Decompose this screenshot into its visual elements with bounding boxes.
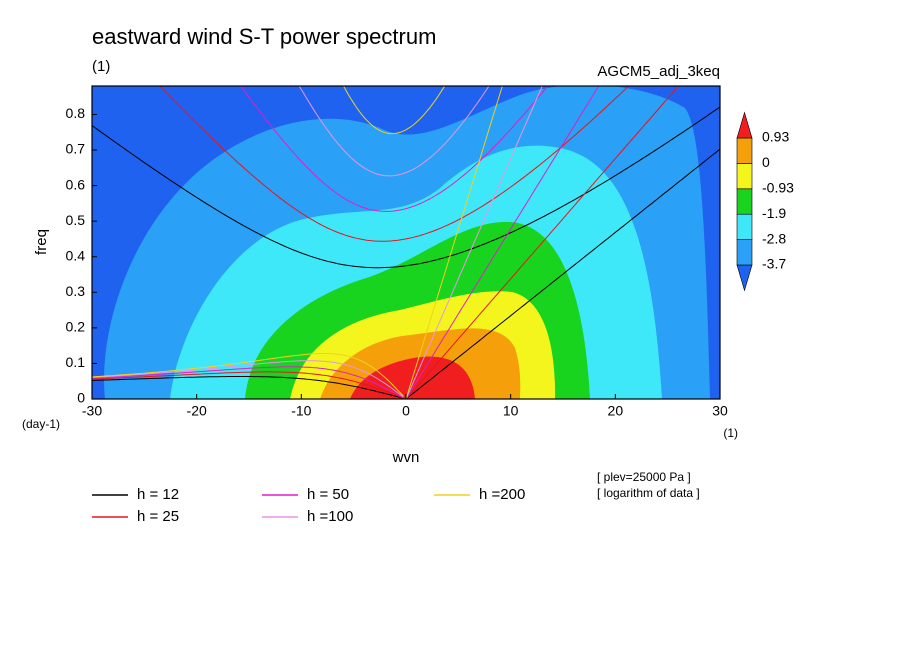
- legend-label: h = 25: [137, 508, 179, 525]
- dispersion-curve: [240, 86, 549, 212]
- dispersion-curve: [405, 86, 543, 399]
- dispersion-curve: [405, 86, 600, 399]
- colorbar-label: -2.8: [762, 230, 786, 246]
- dispersion-curve: [405, 86, 680, 399]
- colorbar-box: [736, 213, 753, 240]
- y-tick-label: 0.5: [66, 212, 86, 228]
- y-tick-label: 0.4: [66, 247, 86, 263]
- colorbar-label: 0.93: [762, 129, 789, 145]
- x-tick-label: 0: [402, 403, 410, 419]
- chart-subtitle: (1): [92, 58, 110, 75]
- x-tick-label: -20: [187, 403, 207, 419]
- colorbar-box: [736, 163, 753, 190]
- dispersion-curve: [92, 360, 404, 398]
- dispersion-curve: [92, 376, 404, 399]
- legend-label: h =100: [307, 508, 353, 525]
- dispersion-curve: [92, 106, 720, 269]
- x-tick-label: -30: [82, 403, 102, 419]
- dispersion-curve: [92, 371, 404, 399]
- legend-label: h = 50: [307, 486, 349, 503]
- dispersion-curve: [92, 353, 404, 397]
- colorbar-box: [736, 137, 753, 164]
- colorbar-box: [736, 188, 753, 215]
- y-tick-label: 0.8: [66, 105, 86, 121]
- contour-field: [92, 86, 720, 399]
- colorbar-box: [736, 239, 753, 266]
- dispersion-curve: [298, 86, 490, 177]
- dispersion-curve: [92, 366, 404, 399]
- chart-title: eastward wind S-T power spectrum: [92, 24, 436, 49]
- colorbar-label: -3.7: [762, 256, 786, 272]
- colorbar-label: -1.9: [762, 205, 786, 221]
- y-unit: (day-1): [22, 417, 60, 431]
- y-tick-label: 0.2: [66, 319, 86, 335]
- dispersion-curve: [405, 148, 720, 399]
- y-tick-label: 0.3: [66, 283, 86, 299]
- colorbar-label: -0.93: [762, 180, 794, 196]
- x-tick-label: -10: [291, 403, 311, 419]
- y-tick-label: 0.7: [66, 141, 86, 157]
- x-unit: (1): [723, 426, 738, 440]
- note: [ plev=25000 Pa ]: [597, 470, 691, 484]
- colorbar-label: 0: [762, 154, 770, 170]
- y-tick-label: 0.1: [66, 354, 86, 370]
- y-axis-label: freq: [33, 229, 50, 255]
- run-label: AGCM5_adj_3keq: [597, 63, 720, 80]
- colorbar-extend: [736, 111, 753, 139]
- x-tick-label: 30: [712, 403, 728, 419]
- dispersion-curve: [405, 86, 503, 399]
- legend-label: h = 12: [137, 486, 179, 503]
- x-tick-label: 20: [608, 403, 624, 419]
- legend-label: h =200: [479, 486, 525, 503]
- y-tick-label: 0.6: [66, 176, 86, 192]
- colorbar-extend: [736, 264, 753, 292]
- y-tick-label: 0: [77, 390, 85, 406]
- x-axis-label: wvn: [392, 449, 420, 466]
- x-tick-label: 10: [503, 403, 519, 419]
- dispersion-curve: [158, 86, 630, 242]
- note: [ logarithm of data ]: [597, 486, 700, 500]
- dispersion-curve: [343, 86, 446, 135]
- dispersion-curves: [92, 86, 720, 399]
